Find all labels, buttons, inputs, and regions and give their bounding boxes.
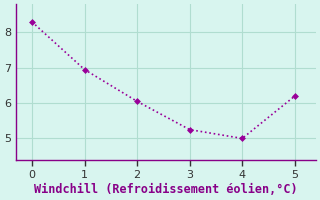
- X-axis label: Windchill (Refroidissement éolien,°C): Windchill (Refroidissement éolien,°C): [34, 183, 298, 196]
